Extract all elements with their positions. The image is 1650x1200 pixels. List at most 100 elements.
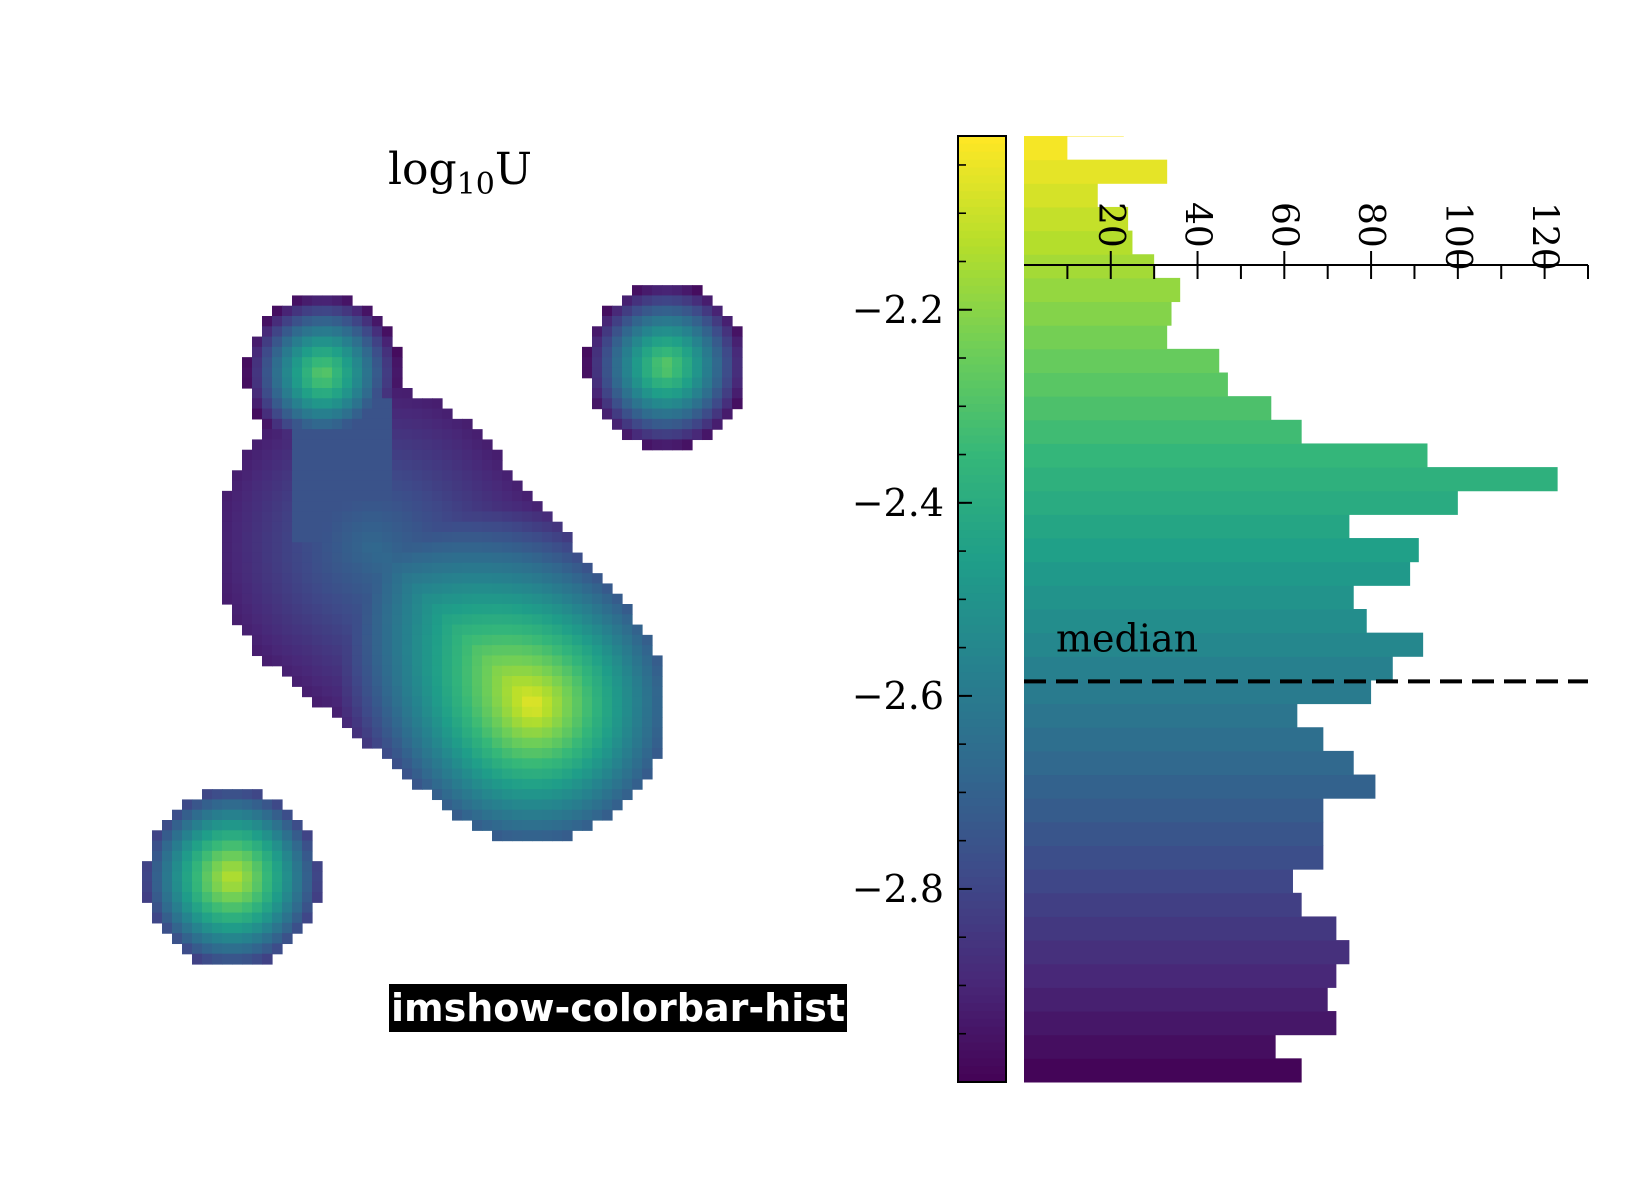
heatmap-cell (502, 820, 513, 831)
heatmap-cell (362, 480, 373, 492)
heatmap-cell (522, 511, 533, 523)
heatmap-cell (252, 480, 263, 492)
heatmap-cell (732, 346, 743, 358)
heatmap-cell (262, 912, 273, 924)
heatmap-cell (292, 521, 303, 533)
heatmap-cell (292, 902, 303, 914)
heatmap-cell (492, 542, 503, 554)
heatmap-cell (342, 408, 353, 420)
heatmap-cell (362, 439, 373, 451)
heatmap-cell (572, 748, 583, 759)
heatmap-cell (212, 799, 223, 811)
colorbar-segment (958, 1058, 1006, 1068)
heatmap-cell (332, 398, 343, 410)
heatmap-cell (322, 439, 333, 451)
heatmap-cell (682, 357, 693, 369)
colorbar-segment (958, 191, 1006, 200)
heatmap-cell (502, 830, 513, 842)
heatmap-cell (612, 727, 623, 739)
heatmap-cell (402, 593, 413, 605)
heatmap-cell (502, 809, 513, 821)
heatmap-cell (322, 614, 333, 626)
histogram-bar (1024, 396, 1272, 421)
heatmap-cell (372, 573, 383, 585)
heatmap-cell (182, 820, 193, 831)
heatmap-cell (682, 418, 693, 430)
colorbar-segment (958, 924, 1006, 934)
heatmap-cell (612, 398, 623, 410)
heatmap-cell (522, 501, 533, 513)
heatmap-cell (422, 521, 433, 533)
heatmap-cell (442, 768, 453, 780)
heatmap-cell (572, 573, 583, 585)
heatmap-cell (562, 686, 573, 698)
heatmap-cell (452, 573, 463, 585)
heatmap-cell (512, 820, 523, 831)
heatmap-cell (232, 583, 243, 595)
heatmap-cell (182, 861, 193, 873)
heatmap-cell (442, 583, 453, 595)
heatmap-cell (222, 830, 233, 842)
heatmap-cell (622, 429, 633, 441)
heatmap-cell (272, 377, 283, 389)
heatmap-cell (482, 655, 493, 667)
heatmap-cell (422, 552, 433, 564)
heatmap-cell (582, 758, 593, 770)
heatmap-cell (482, 706, 493, 718)
heatmap-cell (482, 439, 493, 451)
heatmap-cell (282, 532, 293, 543)
heatmap-cell (162, 861, 173, 873)
heatmap-cell (532, 501, 543, 513)
heatmap-cell (282, 562, 293, 574)
heatmap-cell (392, 521, 403, 533)
heatmap-cell (622, 604, 633, 615)
histogram-bar (1024, 987, 1328, 1012)
heatmap-cell (622, 737, 633, 749)
heatmap-cell (312, 470, 323, 482)
heatmap-cell (302, 408, 313, 420)
heatmap-cell (312, 665, 323, 677)
heatmap-cell (662, 285, 673, 297)
heatmap-cell (232, 922, 243, 934)
heatmap-cell (212, 943, 223, 955)
heatmap-cell (302, 902, 313, 914)
heatmap-cell (222, 593, 233, 605)
heatmap-cell (702, 346, 713, 358)
heatmap-cell (242, 593, 253, 605)
heatmap-cell (612, 346, 623, 358)
heatmap-cell (292, 655, 303, 667)
colorbar-segment (958, 396, 1006, 405)
heatmap-cell (362, 645, 373, 657)
heatmap-cell (372, 624, 383, 636)
heatmap-cell (532, 604, 543, 615)
heatmap-cell (222, 562, 233, 574)
heatmap-cell (262, 439, 273, 451)
heatmap-cell (632, 346, 643, 358)
heatmap-cell (552, 645, 563, 657)
heatmap-cell (462, 768, 473, 780)
heatmap-cell (212, 861, 223, 873)
heatmap-cell (252, 562, 263, 574)
heatmap-cell (282, 429, 293, 441)
heatmap-cell (452, 470, 463, 482)
heatmap-cell (462, 460, 473, 471)
colorbar-segment (958, 443, 1006, 453)
heatmap-cell (392, 501, 403, 513)
colorbar-segment (958, 609, 1006, 618)
heatmap-cell (502, 727, 513, 739)
heatmap-cell (692, 316, 703, 327)
heatmap-cell (322, 583, 333, 595)
heatmap-cell (592, 583, 603, 595)
heatmap-cell (342, 336, 353, 348)
heatmap-cell (572, 758, 583, 770)
heatmap-cell (472, 655, 483, 667)
heatmap-cell (232, 490, 243, 502)
heatmap-cell (342, 706, 353, 718)
heatmap-cell (422, 532, 433, 543)
heatmap-cell (632, 624, 643, 636)
heatmap-cell (332, 604, 343, 615)
heatmap-cell (632, 305, 643, 317)
heatmap-cell (692, 408, 703, 420)
colorbar-segment (958, 561, 1006, 571)
heatmap-cell (202, 799, 213, 811)
